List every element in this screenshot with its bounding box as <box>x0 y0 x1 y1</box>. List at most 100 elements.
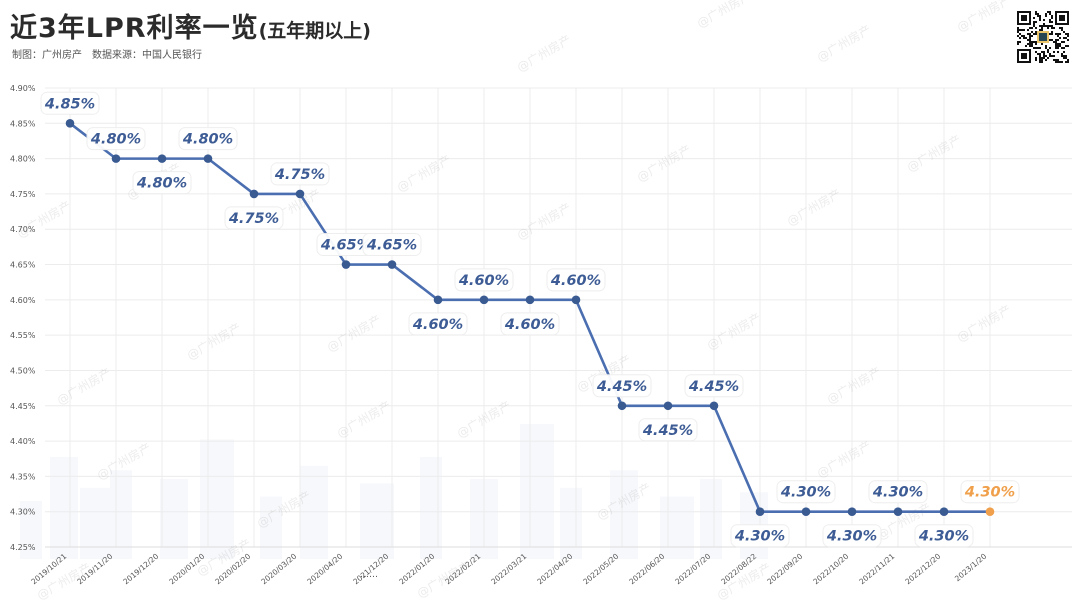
skyline-building <box>360 483 394 559</box>
y-tick-label: 4.85% <box>10 119 36 128</box>
qr-module <box>1051 39 1053 41</box>
data-label: 4.60% <box>504 317 555 333</box>
qr-module <box>1019 29 1021 31</box>
qr-module <box>1055 41 1057 43</box>
data-point <box>295 189 305 199</box>
data-label-bg <box>86 127 146 151</box>
qr-module <box>1067 33 1069 35</box>
qr-module <box>1049 55 1051 57</box>
qr-module <box>1035 57 1037 59</box>
data-point <box>249 189 259 199</box>
qr-module <box>1049 53 1051 55</box>
watermark-text: @广州房产 <box>634 142 693 185</box>
qr-module <box>1063 47 1065 49</box>
qr-module <box>1027 39 1029 41</box>
qr-module <box>1037 15 1039 17</box>
y-tick-label: 4.55% <box>10 331 36 340</box>
qr-module <box>1057 35 1059 37</box>
data-point <box>755 507 765 516</box>
data-label: 4.30% <box>826 529 877 545</box>
data-point <box>893 507 903 516</box>
qr-module <box>1043 25 1045 27</box>
qr-module <box>1029 45 1031 47</box>
qr-module <box>1039 53 1041 55</box>
qr-module <box>1029 43 1031 45</box>
title-suffix: (五年期以上) <box>258 20 371 42</box>
axis-gap-marker: …… <box>360 570 378 580</box>
qr-module <box>1057 51 1059 53</box>
data-label: 4.65% <box>320 238 371 254</box>
qr-module <box>1057 47 1059 49</box>
qr-module <box>1035 51 1037 53</box>
qr-module <box>1059 33 1061 35</box>
qr-module <box>1031 31 1033 33</box>
qr-module <box>1049 47 1051 49</box>
y-tick-label: 4.50% <box>10 366 36 375</box>
data-label-bg <box>178 127 238 151</box>
qr-module <box>1035 47 1037 49</box>
qr-module <box>1065 37 1067 39</box>
watermark-text: @广州房产 <box>54 365 113 408</box>
qr-module <box>1061 29 1063 31</box>
data-point <box>65 119 75 128</box>
qr-module <box>1029 37 1031 39</box>
qr-module <box>1033 25 1035 27</box>
qr-module <box>1063 55 1065 57</box>
qr-module <box>1061 55 1063 57</box>
qr-module <box>1049 39 1051 41</box>
data-label-bg <box>730 524 790 548</box>
qr-module <box>1051 33 1053 35</box>
skyline-building <box>520 424 554 559</box>
data-label: 4.45% <box>688 379 739 395</box>
qr-module <box>1037 13 1039 15</box>
qr-module <box>1043 55 1045 57</box>
data-labels: 4.85% 4.80% 4.80% 4.80% 4.75% 4.75% 4.65%4.65%… <box>40 91 1020 548</box>
qr-module <box>1051 25 1053 27</box>
data-label-bg <box>362 233 422 257</box>
qr-module <box>1055 61 1057 63</box>
data-label-bg <box>868 480 928 504</box>
qr-module <box>1057 33 1059 35</box>
data-point <box>203 154 213 163</box>
data-label: 4.30% <box>918 529 969 545</box>
qr-module <box>1039 33 1047 41</box>
qr-module <box>1065 57 1067 59</box>
x-tick-label: 2022/05/20 <box>581 551 620 586</box>
data-label: 4.80% <box>182 132 233 148</box>
qr-module <box>1047 51 1049 53</box>
qr-module <box>1035 41 1037 43</box>
data-label: 4.60% <box>550 273 601 289</box>
qr-module <box>1067 59 1069 61</box>
qr-module <box>1043 23 1045 25</box>
qr-module <box>1053 55 1055 57</box>
qr-module <box>1045 47 1047 49</box>
data-label: 4.75% <box>228 211 279 227</box>
data-point <box>801 507 811 516</box>
qr-module <box>1041 29 1043 31</box>
watermark-text: @广州房产 <box>954 302 1013 345</box>
watermark-text: @广州房产 <box>334 398 393 441</box>
qr-module <box>1021 15 1027 21</box>
data-label: 4.45% <box>642 423 693 439</box>
qr-module <box>1059 27 1061 29</box>
data-label: 4.75% <box>274 167 325 183</box>
qr-module <box>1067 45 1069 47</box>
y-tick-label: 4.45% <box>10 402 36 411</box>
data-label-bg <box>224 206 284 230</box>
data-point <box>525 295 535 305</box>
qr-module <box>1021 53 1027 59</box>
qr-module <box>1035 33 1037 35</box>
qr-module <box>1021 35 1023 37</box>
data-point <box>571 295 581 305</box>
qr-module <box>1065 61 1067 63</box>
qr-code-icon[interactable] <box>1017 11 1069 63</box>
x-tick-label: 2022/12/20 <box>903 551 942 586</box>
qr-module <box>1059 15 1065 21</box>
skyline-building <box>160 479 188 559</box>
qr-module <box>1063 37 1065 39</box>
watermark-text: @广州房产 <box>784 186 843 229</box>
qr-module <box>1047 11 1049 13</box>
data-points <box>65 119 995 516</box>
qr-module <box>1061 47 1063 49</box>
